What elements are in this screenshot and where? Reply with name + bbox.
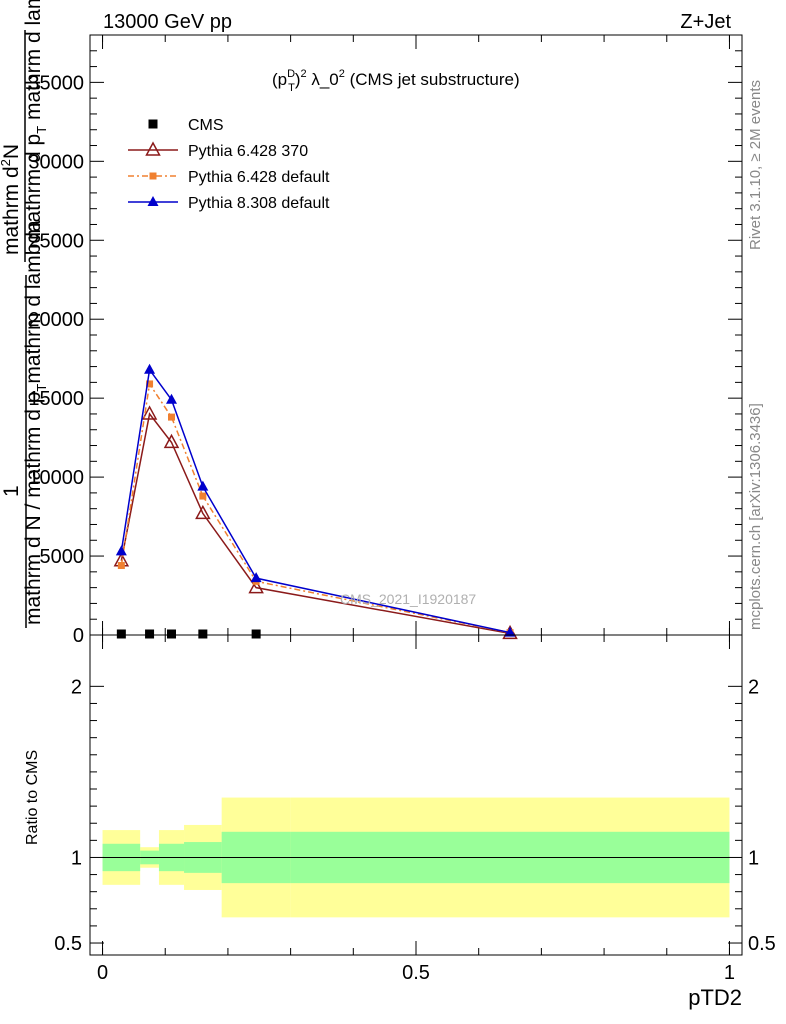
title-lambda: λ_0 <box>307 70 339 89</box>
data-point-3-1 <box>144 363 156 374</box>
y-tick-label: 20000 <box>28 309 84 331</box>
y-tick-label: 5000 <box>40 546 85 568</box>
data-point-3-2 <box>166 393 177 404</box>
ratio-y-tick-label-right: 2 <box>748 676 759 698</box>
series-line-2 <box>120 381 511 634</box>
ratio-y-tick-label: 0.5 <box>54 933 82 955</box>
data-point-3-4 <box>250 572 262 583</box>
data-point-3-0 <box>115 545 127 556</box>
legend-marker-2 <box>149 172 157 180</box>
header-left-label: 13000 GeV pp <box>103 11 232 33</box>
series-3 <box>115 363 516 637</box>
y-tick-label: 15000 <box>28 388 84 410</box>
legend-marker-1 <box>145 141 161 156</box>
y-tick-label: 0 <box>73 625 84 647</box>
title-sup-2b: 2 <box>339 68 345 80</box>
data-point-1-1 <box>141 405 158 420</box>
data-point-1-4 <box>248 579 264 594</box>
title-open: (p <box>272 70 287 89</box>
data-point-2-0 <box>117 562 125 570</box>
legend-marker-3 <box>147 196 159 206</box>
plot-title: (pD T)2 λ_02 (CMS jet substructure) <box>272 68 520 94</box>
title-sub-t: T <box>288 82 295 94</box>
ratio-plot-panel: 0 0.5 1 0.5 0.5 1 1 2 2 <box>54 634 776 984</box>
data-point-0-0 <box>116 629 126 639</box>
legend-marker-0 <box>148 119 158 129</box>
x-tick-label: 0.5 <box>402 962 430 984</box>
y-label-denominator: mathrm d pT mathrm d lambda <box>22 0 49 240</box>
title-close: ) <box>295 70 301 89</box>
y-axis-label: 1 mathrm d N / mathrm d pTmathrm d lambd… <box>0 0 49 628</box>
y-tick-label: 35000 <box>28 72 84 94</box>
data-point-1-2 <box>163 433 180 449</box>
data-point-0-2 <box>167 629 176 639</box>
ratio-y-tick-label-right: 0.5 <box>748 933 776 955</box>
data-point-3-5 <box>504 626 516 637</box>
legend-label-2: Pythia 6.428 default <box>188 169 330 186</box>
mcplots-label: mcplots.cern.ch [arXiv:1306.3436] <box>747 403 764 630</box>
data-point-2-1 <box>146 380 154 388</box>
y-tick-label: 30000 <box>28 151 84 173</box>
main-plot-panel: 0 5000 10000 15000 20000 25000 30000 35000 <box>28 34 743 647</box>
y-tick-label: 10000 <box>28 467 84 489</box>
ratio-y-label: Ratio to CMS <box>24 750 41 845</box>
title-sup-d: D <box>287 68 295 80</box>
title-rest: (CMS jet substructure) <box>345 70 520 89</box>
data-point-0-1 <box>145 629 155 639</box>
header-right-label: Z+Jet <box>680 11 731 33</box>
series-line-3 <box>120 367 511 634</box>
ratio-y-tick-label-right: 1 <box>748 847 759 869</box>
data-point-1-3 <box>195 504 211 520</box>
x-tick-label: 1 <box>724 962 735 984</box>
series-line-1 <box>120 412 511 635</box>
series-0 <box>116 629 261 639</box>
data-point-2-2 <box>168 413 175 421</box>
y-label-numerator: mathrm d2N <box>0 144 23 255</box>
y-label-one: 1 <box>0 485 23 497</box>
data-point-3-3 <box>197 480 209 491</box>
legend-label-1: Pythia 6.428 370 <box>188 143 308 160</box>
y-label-fraction-line: mathrm d N / mathrm d pTmathrm d lambda <box>22 220 49 625</box>
analysis-watermark: CMS_2021_I1920187 <box>340 591 476 607</box>
data-point-0-4 <box>251 629 261 639</box>
legend-label-3: Pythia 8.308 default <box>188 195 330 212</box>
rivet-version-label: Rivet 3.1.10, ≥ 2M events <box>747 80 764 250</box>
ratio-y-tick-label: 2 <box>71 676 82 698</box>
title-sup-2a: 2 <box>300 68 306 80</box>
legend-label-0: CMS <box>188 117 224 134</box>
data-point-2-3 <box>199 492 207 500</box>
x-tick-label: 0 <box>97 962 108 984</box>
x-axis-label: pTD2 <box>688 985 742 1010</box>
legend: CMS Pythia 6.428 370 Pythia 6.428 default P… <box>128 117 330 212</box>
y-tick-label: 25000 <box>28 230 84 252</box>
data-point-0-3 <box>198 629 208 639</box>
ratio-y-tick-label: 1 <box>71 847 82 869</box>
